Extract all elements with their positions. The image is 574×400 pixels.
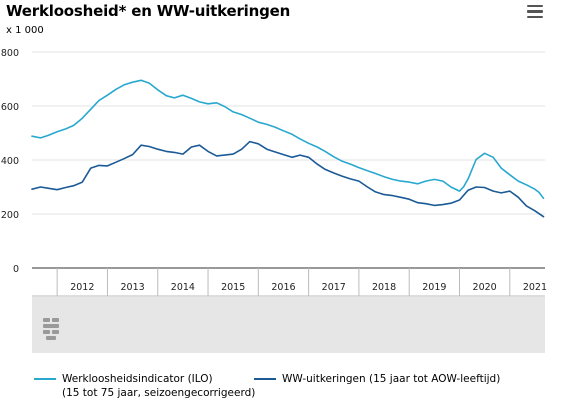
- legend-label-ww: WW-uitkeringen (15 jaar tot AOW-leeftijd…: [282, 373, 501, 385]
- x-tick-label-2012: 2012: [70, 282, 94, 293]
- cbs-logo-part-5: [46, 336, 56, 340]
- y-axis-unit: x 1 000: [6, 25, 44, 36]
- y-tick-label-800: 800: [1, 48, 19, 59]
- legend-label-ilo-detail: (15 tot 75 jaar, seizoengecorrigeerd): [62, 387, 256, 399]
- x-tick-label-2015: 2015: [221, 282, 245, 293]
- cbs-logo-icon: [43, 318, 59, 340]
- legend-swatch-ilo: [34, 378, 56, 380]
- x-tick-label-2018: 2018: [372, 282, 396, 293]
- legend-item-ilo[interactable]: Werkloosheidsindicator (ILO) (15 tot 75 …: [34, 372, 255, 400]
- y-tick-label-200: 200: [1, 210, 19, 221]
- x-tick-label-2019: 2019: [422, 282, 446, 293]
- navigator-strip: [32, 297, 545, 353]
- x-tick-label-2016: 2016: [271, 282, 295, 293]
- cbs-logo-part-1: [52, 318, 59, 322]
- x-tick-label-2021: 2021: [523, 282, 547, 293]
- x-tick-label-2013: 2013: [120, 282, 144, 293]
- y-tick-label-400: 400: [1, 156, 19, 167]
- cbs-logo-part-2: [43, 324, 59, 328]
- cbs-logo-part-0: [43, 318, 50, 322]
- legend-item-ww[interactable]: WW-uitkeringen (15 jaar tot AOW-leeftijd…: [254, 372, 500, 386]
- y-tick-label-600: 600: [1, 102, 19, 113]
- cbs-logo-part-4: [52, 330, 59, 334]
- series-line-ilo: [31, 79, 545, 200]
- series-line-ww: [31, 140, 545, 218]
- cbs-logo-part-3: [43, 330, 50, 334]
- chart-title: Werkloosheid* en WW-uitkeringen: [6, 2, 291, 20]
- x-tick-label-2014: 2014: [171, 282, 195, 293]
- x-tick-label-2020: 2020: [473, 282, 497, 293]
- x-tick-label-2017: 2017: [322, 282, 346, 293]
- legend-label-ilo: Werkloosheidsindicator (ILO): [62, 373, 213, 385]
- y-tick-label-0: 0: [13, 264, 19, 275]
- legend-swatch-ww: [254, 378, 276, 380]
- hamburger-menu-icon[interactable]: [527, 5, 543, 19]
